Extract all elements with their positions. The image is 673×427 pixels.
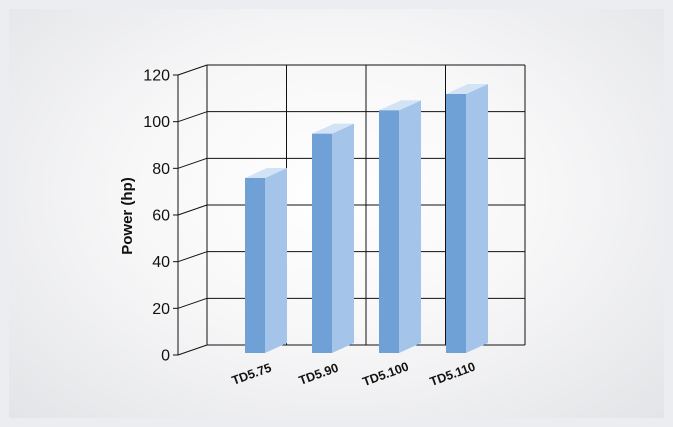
bar-side-face (332, 123, 354, 354)
side-gridline (177, 157, 208, 169)
y-tick-label: 80 (152, 161, 170, 178)
y-tick-label: 0 (161, 348, 170, 365)
bar (446, 84, 488, 353)
y-tick-label: 20 (152, 301, 170, 318)
side-gridline (177, 111, 208, 123)
y-tick-label: 40 (152, 254, 170, 271)
y-tick-label: 100 (143, 114, 170, 131)
x-tick-label: TD5.100 (361, 359, 411, 389)
bar-side-face (399, 100, 421, 353)
y-axis: 0 20 40 60 80 100 120 (143, 68, 179, 365)
y-tick-label: 60 (152, 208, 170, 225)
side-gridline (177, 297, 208, 309)
x-tick-label: TD5.90 (297, 361, 340, 388)
side-gridline (177, 64, 208, 76)
bar (312, 123, 354, 354)
bar-top-face (446, 84, 488, 94)
side-gridline (177, 251, 208, 263)
side-gridline (177, 204, 208, 216)
x-tick-label: TD5.75 (230, 361, 273, 388)
bar-top-face (312, 123, 354, 134)
bar (245, 168, 287, 353)
x-tick-label: TD5.110 (428, 360, 477, 389)
bar-side-face (466, 84, 488, 353)
bar-front-face (379, 110, 399, 353)
bars (245, 84, 488, 354)
side-gridline (177, 344, 208, 356)
bar-top-face (379, 100, 421, 111)
bar-side-face (265, 168, 287, 353)
bar-front-face (245, 178, 265, 353)
category-labels: TD5.75 TD5.90 TD5.100 TD5.110 (230, 359, 477, 389)
bar-front-face (312, 133, 332, 353)
y-axis-title: Power (hp) (119, 177, 136, 255)
bar-front-face (446, 94, 466, 353)
bar-top-face (245, 168, 287, 178)
bar (379, 100, 421, 353)
y-tick-label: 120 (143, 68, 170, 85)
